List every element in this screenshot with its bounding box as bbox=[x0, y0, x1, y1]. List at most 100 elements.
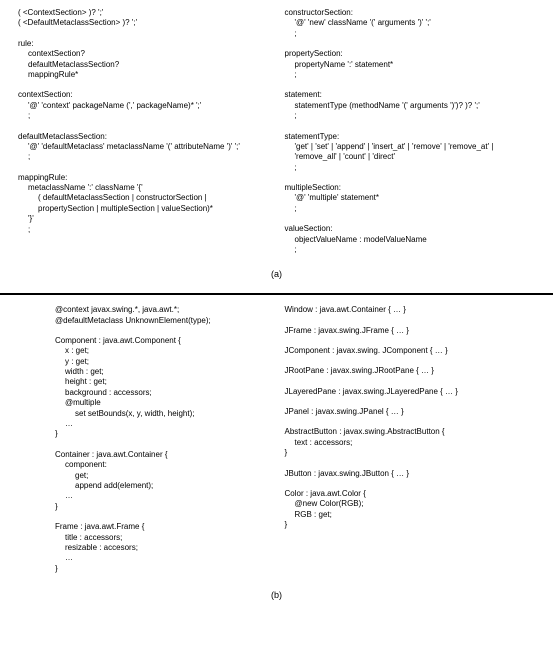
mapping-line: set setBounds(x, y, width, height); bbox=[55, 409, 269, 419]
multiple-section-block: multipleSection: '@' 'multiple' statemen… bbox=[285, 183, 536, 214]
grammar-line: '@' 'multiple' statement* bbox=[285, 193, 536, 203]
mapping-line: background : accessors; bbox=[55, 388, 269, 398]
mapping-line: } bbox=[285, 520, 499, 530]
container-block: Container : java.awt.Container { compone… bbox=[55, 450, 269, 512]
jframe-block: JFrame : javax.swing.JFrame { … } bbox=[285, 326, 499, 336]
mapping-line: Frame : java.awt.Frame { bbox=[55, 522, 269, 532]
abstractbutton-block: AbstractButton : javax.swing.AbstractBut… bbox=[285, 427, 499, 458]
grammar-line: 'remove_all' | 'count' | 'direct' bbox=[285, 152, 536, 162]
mapping-line: component: bbox=[55, 460, 269, 470]
grammar-line: statement: bbox=[285, 90, 536, 100]
mapping-line: … bbox=[55, 553, 269, 563]
grammar-line: contextSection: bbox=[18, 90, 269, 100]
mapping-line: RGB : get; bbox=[285, 510, 499, 520]
section-b: @context javax.swing.*, java.awt.*; @def… bbox=[0, 299, 553, 588]
grammar-line: ; bbox=[18, 111, 269, 121]
grammar-line: objectValueName : modelValueName bbox=[285, 235, 536, 245]
grammar-line: propertyName ':' statement* bbox=[285, 60, 536, 70]
mapping-line: AbstractButton : javax.swing.AbstractBut… bbox=[285, 427, 499, 437]
jrootpane-block: JRootPane : javax.swing.JRootPane { … } bbox=[285, 366, 499, 376]
grammar-line: ; bbox=[285, 111, 536, 121]
grammar-line: ; bbox=[18, 152, 269, 162]
grammar-line: multipleSection: bbox=[285, 183, 536, 193]
grammar-line: ( defaultMetaclassSection | constructorS… bbox=[18, 193, 269, 203]
mapping-line: … bbox=[55, 491, 269, 501]
mapping-line: … bbox=[55, 419, 269, 429]
grammar-line: 'get' | 'set' | 'append' | 'insert_at' |… bbox=[285, 142, 536, 152]
mapping-line: JComponent : javax.swing. JComponent { …… bbox=[285, 346, 499, 356]
grammar-right-column: constructorSection: '@' 'new' className … bbox=[277, 8, 536, 265]
mapping-line: text : accessors; bbox=[285, 438, 499, 448]
component-block: Component : java.awt.Component { x : get… bbox=[55, 336, 269, 440]
jbutton-block: JButton : javax.swing.JButton { … } bbox=[285, 469, 499, 479]
mapping-line: x : get; bbox=[55, 346, 269, 356]
statement-block: statement: statementType (methodName '('… bbox=[285, 90, 536, 121]
mapping-line: resizable : accesors; bbox=[55, 543, 269, 553]
value-section-block: valueSection: objectValueName : modelVal… bbox=[285, 224, 536, 255]
grammar-left-column: ( <ContextSection> )? ';' ( <DefaultMeta… bbox=[18, 8, 277, 265]
grammar-line: ; bbox=[285, 163, 536, 173]
grammar-line: '@' 'defaultMetaclass' metaclassName '('… bbox=[18, 142, 269, 152]
grammar-line: contextSection? bbox=[18, 49, 269, 59]
grammar-line: defaultMetaclassSection? bbox=[18, 60, 269, 70]
frame-block: Frame : java.awt.Frame { title : accesso… bbox=[55, 522, 269, 574]
mapping-line: width : get; bbox=[55, 367, 269, 377]
mapping-line: @context javax.swing.*, java.awt.*; bbox=[55, 305, 269, 315]
section-a: ( <ContextSection> )? ';' ( <DefaultMeta… bbox=[0, 0, 553, 269]
property-section-block: propertySection: propertyName ':' statem… bbox=[285, 49, 536, 80]
jlayeredpane-block: JLayeredPane : javax.swing.JLayeredPane … bbox=[285, 387, 499, 397]
grammar-line: statementType: bbox=[285, 132, 536, 142]
grammar-line: propertySection: bbox=[285, 49, 536, 59]
label-a: (a) bbox=[0, 269, 553, 287]
rule-block: rule: contextSection? defaultMetaclassSe… bbox=[18, 39, 269, 81]
mapping-line: @multiple bbox=[55, 398, 269, 408]
statement-type-block: statementType: 'get' | 'set' | 'append' … bbox=[285, 132, 536, 174]
grammar-line: '@' 'context' packageName (',' packageNa… bbox=[18, 101, 269, 111]
grammar-line: mappingRule: bbox=[18, 173, 269, 183]
mapping-line: append add(element); bbox=[55, 481, 269, 491]
grammar-line: rule: bbox=[18, 39, 269, 49]
mapping-line: } bbox=[55, 429, 269, 439]
mapping-line: } bbox=[285, 448, 499, 458]
default-metaclass-block: defaultMetaclassSection: '@' 'defaultMet… bbox=[18, 132, 269, 163]
grammar-line: constructorSection: bbox=[285, 8, 536, 18]
grammar-line: ; bbox=[285, 245, 536, 255]
grammar-line: ; bbox=[18, 225, 269, 235]
grammar-line: statementType (methodName '(' arguments … bbox=[285, 101, 536, 111]
mapping-right-column: Window : java.awt.Container { … } JFrame… bbox=[277, 305, 499, 584]
color-block: Color : java.awt.Color { @new Color(RGB)… bbox=[285, 489, 499, 531]
mapping-line: JRootPane : javax.swing.JRootPane { … } bbox=[285, 366, 499, 376]
grammar-line: metaclassName ':' className '{' bbox=[18, 183, 269, 193]
mapping-line: JPanel : javax.swing.JPanel { … } bbox=[285, 407, 499, 417]
mapping-line: Window : java.awt.Container { … } bbox=[285, 305, 499, 315]
mapping-line: } bbox=[55, 564, 269, 574]
mapping-line: } bbox=[55, 502, 269, 512]
jpanel-block: JPanel : javax.swing.JPanel { … } bbox=[285, 407, 499, 417]
mapping-line: title : accessors; bbox=[55, 533, 269, 543]
grammar-line: defaultMetaclassSection: bbox=[18, 132, 269, 142]
jcomponent-block: JComponent : javax.swing. JComponent { …… bbox=[285, 346, 499, 356]
mapping-left-column: @context javax.swing.*, java.awt.*; @def… bbox=[55, 305, 277, 584]
mapping-line: Container : java.awt.Container { bbox=[55, 450, 269, 460]
mapping-line: y : get; bbox=[55, 357, 269, 367]
section-divider bbox=[0, 293, 553, 295]
grammar-line: '@' 'new' className '(' arguments ')' ';… bbox=[285, 18, 536, 28]
mapping-line: JLayeredPane : javax.swing.JLayeredPane … bbox=[285, 387, 499, 397]
grammar-line: ( <DefaultMetaclassSection> )? ';' bbox=[18, 18, 269, 28]
grammar-line: ; bbox=[285, 29, 536, 39]
grammar-line: '}' bbox=[18, 214, 269, 224]
grammar-line: ( <ContextSection> )? ';' bbox=[18, 8, 269, 18]
window-block: Window : java.awt.Container { … } bbox=[285, 305, 499, 315]
mapping-line: JButton : javax.swing.JButton { … } bbox=[285, 469, 499, 479]
mapping-line: Component : java.awt.Component { bbox=[55, 336, 269, 346]
grammar-line: mappingRule* bbox=[18, 70, 269, 80]
mapping-line: get; bbox=[55, 471, 269, 481]
constructor-section-block: constructorSection: '@' 'new' className … bbox=[285, 8, 536, 39]
fragment-block: ( <ContextSection> )? ';' ( <DefaultMeta… bbox=[18, 8, 269, 29]
grammar-line: ; bbox=[285, 204, 536, 214]
grammar-line: propertySection | multipleSection | valu… bbox=[18, 204, 269, 214]
mapping-line: @defaultMetaclass UnknownElement(type); bbox=[55, 316, 269, 326]
context-section-block: contextSection: '@' 'context' packageNam… bbox=[18, 90, 269, 121]
mapping-line: height : get; bbox=[55, 377, 269, 387]
grammar-line: ; bbox=[285, 70, 536, 80]
